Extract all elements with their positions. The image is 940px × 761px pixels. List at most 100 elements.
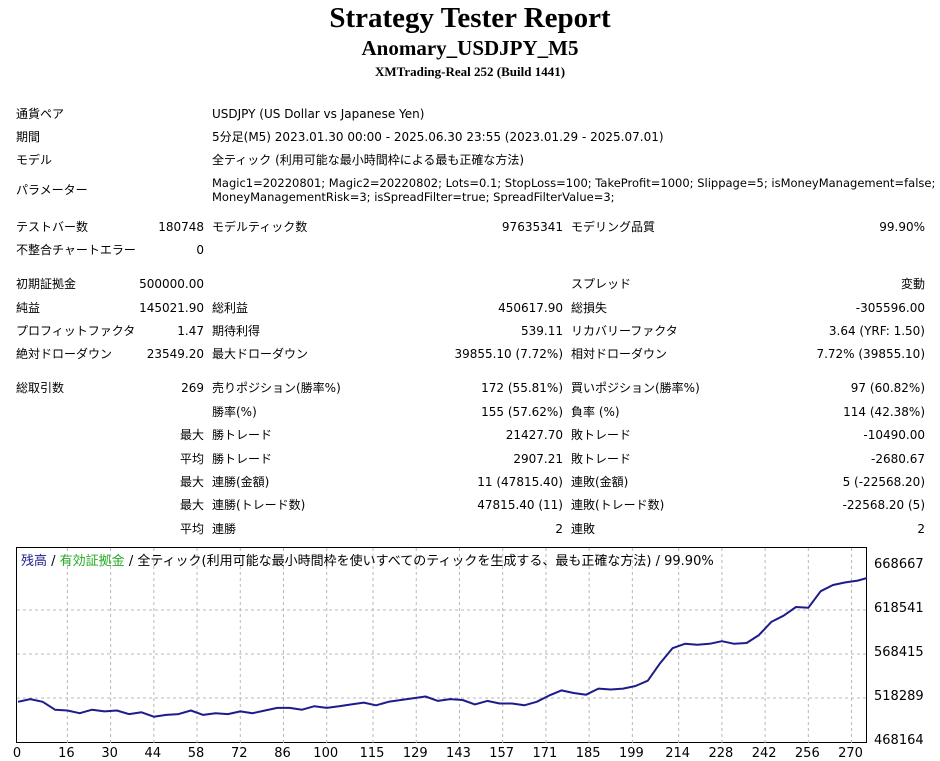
max-drawdown-value: 39855.10 (7.72%) (454, 347, 563, 361)
initial-deposit-label: 初期証拠金 (16, 277, 77, 291)
initial-deposit-value: 500000.00 (139, 277, 204, 291)
x-tick-label: 143 (446, 746, 471, 761)
server-info: XMTrading-Real 252 (Build 1441) (374, 64, 566, 79)
x-tick-label: 0 (12, 746, 22, 761)
win-rate-label: 勝率(%) (212, 405, 257, 419)
avg-consec-win-value: 2 (555, 522, 563, 536)
y-tick-label: 668667 (874, 557, 924, 572)
avg-consec-win-label: 連勝 (212, 522, 237, 536)
avg-consec-loss-value: 2 (917, 522, 925, 536)
gross-loss-label: 総損失 (571, 301, 608, 315)
consec-win-amt-label: 連勝(金額) (212, 475, 270, 489)
consec-loss-trd-value: -22568.20 (5) (842, 498, 925, 512)
x-tick-label: 58 (187, 746, 205, 761)
x-tick-label: 228 (708, 746, 734, 761)
x-tick-label: 214 (665, 746, 691, 761)
legend-description: / 全ティック(利用可能な最小時間枠を使いすべてのティックを生成する、最も正確な… (124, 554, 714, 569)
model-value: 全ティック (利用可能な最小時間枠による最も正確な方法) (212, 153, 525, 167)
spread-value: 変動 (900, 277, 925, 291)
report-title: Strategy Tester Report (329, 2, 611, 34)
gross-profit-value: 450617.90 (498, 301, 563, 315)
average-label: 平均 (179, 452, 204, 466)
params-line-1: Magic1=20220801; Magic2=20220802; Lots=0… (212, 176, 936, 190)
x-tick-label: 72 (231, 746, 248, 761)
expected-payoff-label: 期待利得 (212, 324, 261, 338)
avg-consec-loss-label: 連敗 (571, 522, 596, 536)
pair-value: USDJPY (US Dollar vs Japanese Yen) (212, 107, 425, 121)
gross-loss-value: -305596.00 (855, 301, 925, 315)
avg-loss-label: 敗トレード (571, 452, 632, 466)
test-bars-value: 180748 (158, 220, 204, 234)
short-positions-value: 172 (55.81%) (481, 381, 563, 395)
x-tick-label: 242 (751, 746, 777, 761)
largest-label: 最大 (179, 428, 204, 442)
largest-win-label: 勝トレード (212, 428, 273, 442)
legend-equity: 有効証拠金 (59, 554, 125, 569)
y-tick-label: 518289 (874, 689, 924, 704)
spread-label: スプレッド (571, 277, 632, 291)
y-tick-label: 618541 (874, 601, 924, 616)
expected-payoff-value: 539.11 (521, 324, 563, 338)
x-tick-label: 100 (313, 746, 339, 761)
total-trades-value: 269 (181, 381, 204, 395)
x-tick-label: 270 (838, 746, 863, 761)
loss-rate-value: 114 (42.38%) (843, 405, 925, 419)
params-label: パラメーター (16, 183, 88, 197)
x-tick-label: 115 (359, 746, 385, 761)
consec-win-trd-value: 47815.40 (11) (477, 498, 563, 512)
avg-consec-label: 平均 (179, 522, 204, 536)
model-quality-value: 99.90% (879, 220, 925, 234)
recovery-factor-value: 3.64 (YRF: 1.50) (828, 324, 925, 338)
consec-win-trd-label: 連勝(トレード数) (212, 498, 306, 512)
mismatch-label: 不整合チャートエラー (16, 243, 136, 257)
rel-drawdown-label: 相対ドローダウン (571, 347, 668, 361)
period-value: 5分足(M5) 2023.01.30 00:00 - 2025.06.30 23… (212, 130, 664, 144)
mismatch-value: 0 (196, 243, 204, 257)
report-subtitle: Anomary_USDJPY_M5 (361, 36, 579, 60)
y-tick-label: 468164 (874, 733, 924, 748)
model-quality-label: モデリング品質 (571, 220, 656, 234)
net-profit-value: 145021.90 (139, 301, 204, 315)
abs-drawdown-value: 23549.20 (146, 347, 204, 361)
x-tick-label: 256 (794, 746, 820, 761)
model-label: モデル (16, 153, 53, 167)
max-consec-trd-label: 最大 (179, 498, 204, 512)
largest-win-value: 21427.70 (505, 428, 563, 442)
short-positions-label: 売りポジション(勝率%) (212, 381, 341, 395)
max-drawdown-label: 最大ドローダウン (212, 347, 309, 361)
long-positions-label: 買いポジション(勝率%) (571, 381, 700, 395)
profit-factor-value: 1.47 (177, 324, 204, 338)
x-tick-label: 44 (144, 746, 162, 761)
total-trades-label: 総取引数 (16, 381, 65, 395)
recovery-factor-label: リカバリーファクタ (571, 324, 678, 338)
balance-chart-svg (17, 548, 868, 744)
x-tick-label: 16 (58, 746, 75, 761)
pair-label: 通貨ペア (16, 107, 65, 121)
x-tick-label: 171 (532, 746, 558, 761)
consec-loss-trd-label: 連敗(トレード数) (571, 498, 665, 512)
model-ticks-label: モデルティック数 (212, 220, 308, 234)
net-profit-label: 純益 (16, 301, 41, 315)
consec-win-amt-value: 11 (47815.40) (477, 475, 563, 489)
avg-loss-value: -2680.67 (871, 452, 925, 466)
consec-loss-amt-value: 5 (-22568.20) (842, 475, 925, 489)
legend-separator: / (47, 554, 60, 569)
consec-loss-amt-label: 連敗(金額) (571, 475, 629, 489)
largest-loss-label: 敗トレード (571, 428, 632, 442)
max-consec-amt-label: 最大 (179, 475, 204, 489)
x-tick-label: 30 (101, 746, 118, 761)
largest-loss-value: -10490.00 (863, 428, 925, 442)
balance-series-line (17, 577, 868, 718)
profit-factor-label: プロフィットファクタ (16, 324, 136, 338)
loss-rate-label: 負率 (%) (571, 405, 620, 419)
balance-chart (16, 547, 868, 744)
x-tick-label: 86 (274, 746, 291, 761)
win-rate-value: 155 (57.62%) (481, 405, 563, 419)
x-tick-label: 129 (402, 746, 428, 761)
x-tick-label: 199 (618, 746, 644, 761)
period-label: 期間 (16, 130, 41, 144)
gross-profit-label: 総利益 (212, 301, 249, 315)
x-tick-label: 185 (575, 746, 601, 761)
avg-win-label: 勝トレード (212, 452, 273, 466)
abs-drawdown-label: 絶対ドローダウン (16, 347, 113, 361)
